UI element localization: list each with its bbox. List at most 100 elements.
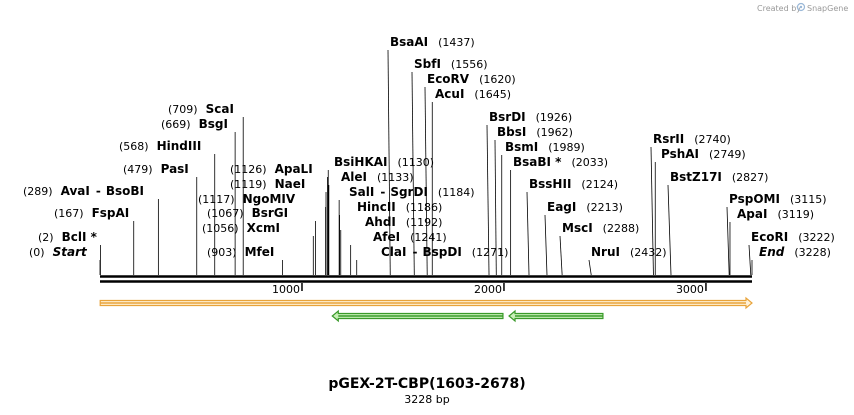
site-position: (479)	[123, 163, 153, 176]
site-name: BsmI	[505, 140, 538, 154]
tick-label: 3000	[676, 283, 704, 296]
site-name: NruI	[591, 245, 620, 259]
site-position: (3228)	[794, 246, 831, 259]
site-position: (1186)	[406, 201, 443, 214]
site-separator: -	[412, 245, 417, 259]
site-position: (2827)	[732, 171, 769, 184]
site-ngomiv[interactable]: (1117) NgoMIV	[198, 192, 327, 275]
site-name-alt: BsoBI	[106, 184, 144, 198]
site-name: PasI	[161, 162, 189, 176]
site-name: MscI	[562, 221, 593, 235]
site-ahdi[interactable]: AhdI (1192)	[340, 215, 443, 275]
site-bstz17i[interactable]: BstZ17I (2827)	[667, 170, 769, 276]
site-bsgi[interactable]: (669) BsgI	[161, 117, 236, 275]
site-ecori[interactable]: EcoRI (3222)	[748, 230, 835, 276]
features-layer	[99, 296, 753, 323]
site-bsihkai[interactable]: BsiHKAI (1130)	[327, 155, 435, 275]
site-position: (2432)	[630, 246, 667, 259]
site-bbsi[interactable]: BbsI (1962)	[494, 125, 573, 276]
site-leader	[726, 206, 730, 276]
site-position: (1133)	[377, 171, 414, 184]
site-afei[interactable]: AfeI (1241)	[350, 230, 447, 275]
site-bsshii[interactable]: BssHII (2124)	[526, 177, 618, 276]
site-position: (568)	[119, 140, 149, 153]
site-name-alt: SgrDI	[390, 185, 428, 199]
site-start[interactable]: (0) Start	[29, 245, 101, 275]
site-position: (1130)	[398, 156, 435, 169]
site-mfei[interactable]: (903) MfeI	[207, 245, 283, 275]
site-acui[interactable]: AcuI (1645)	[431, 87, 511, 275]
site-naei[interactable]: (1119) NaeI	[230, 177, 327, 275]
site-position: (167)	[54, 207, 84, 220]
site-leader	[667, 184, 672, 276]
site-position: (2213)	[586, 201, 623, 214]
site-scai[interactable]: (709) ScaI	[168, 102, 244, 275]
site-position: (1056)	[202, 222, 239, 235]
snapgene-credit: Created by SnapGene	[757, 2, 848, 13]
site-name: AcuI	[435, 87, 464, 101]
site-position: (669)	[161, 118, 191, 131]
site-position: (1620)	[479, 73, 516, 86]
site-name: BsaBI *	[513, 155, 562, 169]
site-ecorv[interactable]: EcoRV (1620)	[424, 72, 516, 276]
site-xcmi[interactable]: (1056) XcmI	[202, 221, 314, 275]
site-name: SalI	[349, 185, 374, 199]
site-rsrii[interactable]: RsrII (2740)	[650, 132, 731, 276]
site-leader	[387, 49, 391, 276]
site-name: Start	[53, 245, 88, 259]
site-leader	[411, 71, 415, 276]
site-position: (1271)	[472, 246, 509, 259]
site-fspai[interactable]: (167) FspAI	[54, 206, 135, 275]
site-nrui[interactable]: NruI (2432)	[588, 245, 667, 276]
site-bsrgi[interactable]: (1067) BsrGI	[207, 206, 316, 275]
site-position: (1241)	[410, 231, 447, 244]
site-bsabi[interactable]: BsaBI * (2033)	[510, 155, 608, 275]
site-name: AleI	[341, 170, 367, 184]
site-leader	[526, 191, 530, 276]
site-leader	[494, 139, 497, 276]
site-name: NaeI	[275, 177, 306, 191]
site-bsaai[interactable]: BsaAI (1437)	[387, 35, 475, 276]
site-bsmi[interactable]: BsmI (1989)	[501, 140, 585, 275]
site-name: BsgI	[199, 117, 228, 131]
site-name: AhdI	[365, 215, 396, 229]
site-position: (1962)	[536, 126, 573, 139]
site-position: (1067)	[207, 207, 244, 220]
site-bcli[interactable]: (2) BclI *	[38, 230, 101, 275]
site-position: (1437)	[438, 36, 475, 49]
site-name: PspOMI	[729, 192, 780, 206]
site-name: BsaAI	[390, 35, 428, 49]
site-hincii[interactable]: HincII (1186)	[339, 200, 443, 275]
snapgene-logo-icon	[796, 2, 806, 12]
site-avai[interactable]: (289) AvaI - BsoBI	[23, 184, 159, 275]
site-apai[interactable]: ApaI (3119)	[729, 207, 814, 275]
site-alei[interactable]: AleI (1133)	[328, 170, 414, 275]
site-name: PshAI	[661, 147, 699, 161]
site-pasi[interactable]: (479) PasI	[123, 162, 198, 275]
site-name: ClaI	[381, 245, 406, 259]
credit-text: Created by	[757, 4, 801, 13]
site-name: XcmI	[247, 221, 280, 235]
site-psp0mi[interactable]: PspOMI (3115)	[726, 192, 827, 276]
site-msci[interactable]: MscI (2288)	[559, 221, 639, 276]
site-position: (289)	[23, 185, 53, 198]
site-name: EcoRV	[427, 72, 470, 86]
site-leader	[650, 146, 654, 276]
site-name: NgoMIV	[243, 192, 296, 206]
site-eagi[interactable]: EagI (2213)	[544, 200, 623, 276]
site-position: (2749)	[709, 148, 746, 161]
restriction-sites: (0) Start(2) BclI *(167) FspAI(289) AvaI - Bso…	[23, 35, 835, 276]
site-apali[interactable]: (1126) ApaLI	[230, 162, 328, 275]
site-pshai[interactable]: PshAI (2749)	[654, 147, 746, 275]
site-position: (1126)	[230, 163, 267, 176]
site-position: (2124)	[581, 178, 618, 191]
site-sali[interactable]: SalI - SgrDI (1184)	[338, 185, 474, 275]
site-end[interactable]: End (3228)	[751, 245, 831, 275]
site-bsrdi[interactable]: BsrDI (1926)	[486, 110, 572, 276]
site-separator: -	[96, 184, 101, 198]
site-position: (1645)	[474, 88, 511, 101]
site-name: AvaI	[61, 184, 90, 198]
site-hindiii[interactable]: (568) HindIII	[119, 139, 216, 275]
site-sbfi[interactable]: SbfI (1556)	[411, 57, 488, 276]
